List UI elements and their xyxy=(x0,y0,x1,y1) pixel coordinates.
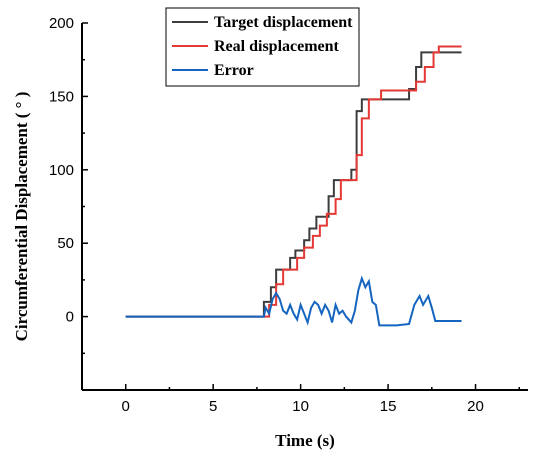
y-tick-label: 200 xyxy=(49,15,74,32)
x-axis-title: Time (s) xyxy=(275,431,335,450)
legend-label: Target displacement xyxy=(214,14,353,31)
x-tick-label: 15 xyxy=(380,398,397,415)
y-tick-label: 100 xyxy=(49,162,74,179)
legend: Target displacement Real displacement Erro… xyxy=(165,7,360,87)
x-tick-label: 5 xyxy=(209,398,217,415)
series-line-real-displacement xyxy=(125,45,462,318)
series-line-error xyxy=(125,275,462,327)
x-tick-label: 10 xyxy=(292,398,309,415)
legend-label: Error xyxy=(214,62,254,79)
y-axis-title: Circumferential Displacement ( ° ) xyxy=(12,92,31,342)
x-tick-label: 20 xyxy=(467,398,484,415)
y-tick-label: 150 xyxy=(49,88,74,105)
legend-label: Real displacement xyxy=(214,38,340,55)
series-line-target-displacement xyxy=(125,51,462,318)
plot-area xyxy=(125,45,462,327)
x-tick-label: 0 xyxy=(122,398,130,415)
y-tick-label: 0 xyxy=(66,309,74,326)
y-tick-label: 50 xyxy=(57,235,74,252)
